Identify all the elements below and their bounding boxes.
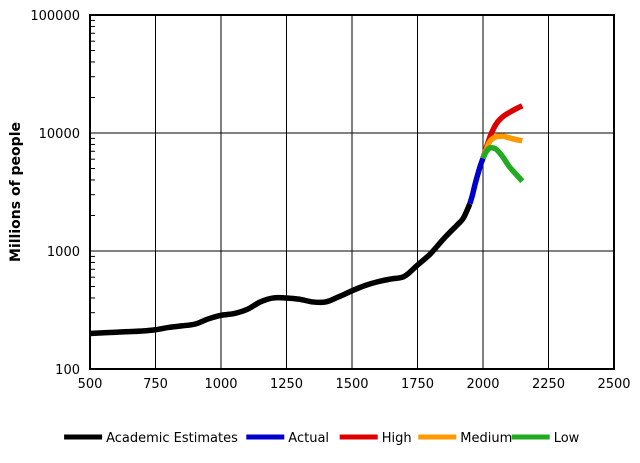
x-tick-label: 1750 bbox=[401, 377, 434, 392]
y-axis-label: Millions of people bbox=[8, 122, 24, 262]
series-line-academic-estimates bbox=[89, 202, 473, 337]
y-tick-labels: 100 1000 10000 100000 bbox=[30, 9, 80, 378]
x-tick-labels: 500 750 1000 1250 1500 1750 2000 2250 2500 bbox=[78, 377, 631, 392]
plot-frame bbox=[89, 14, 615, 370]
legend-label-low: Low bbox=[554, 431, 580, 446]
x-tick-label: 750 bbox=[143, 377, 168, 392]
series-line-actual bbox=[467, 157, 486, 205]
x-tick-label: 500 bbox=[78, 377, 103, 392]
y-tick-label: 1000 bbox=[47, 245, 80, 260]
legend-label-actual: Actual bbox=[288, 431, 329, 446]
legend-label-academic-estimates: Academic Estimates bbox=[106, 431, 238, 446]
y-tick-label: 10000 bbox=[39, 127, 80, 142]
x-tick-label: 2250 bbox=[532, 377, 565, 392]
y-tick-label: 100000 bbox=[30, 9, 80, 24]
series-line-low bbox=[480, 144, 525, 184]
series-lines bbox=[89, 103, 525, 337]
x-tick-label: 1250 bbox=[270, 377, 303, 392]
x-tick-label: 2500 bbox=[597, 377, 630, 392]
legend: Academic Estimates Actual High Medium Low bbox=[64, 431, 580, 446]
y-tick-label: 100 bbox=[55, 363, 80, 378]
grid-lines bbox=[89, 14, 615, 370]
legend-label-medium: Medium bbox=[460, 431, 512, 446]
legend-label-high: High bbox=[382, 431, 412, 446]
x-tick-label: 1000 bbox=[204, 377, 237, 392]
x-tick-label: 2000 bbox=[466, 377, 499, 392]
x-tick-label: 1500 bbox=[335, 377, 368, 392]
